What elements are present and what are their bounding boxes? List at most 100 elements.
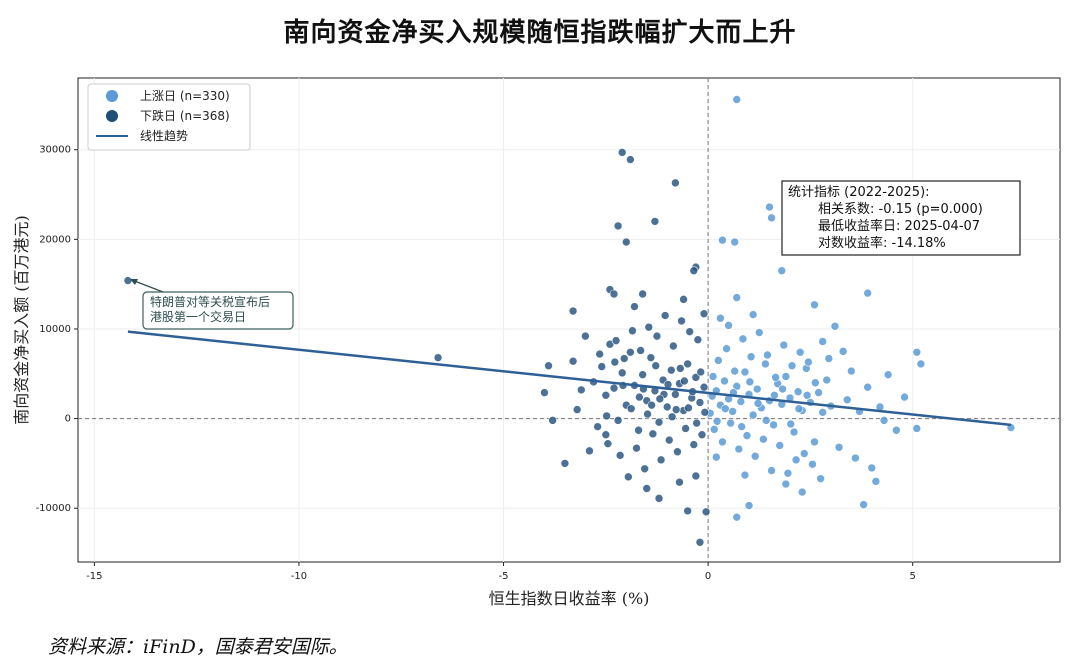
trend-line [127, 330, 1012, 427]
up-day-point [720, 376, 729, 386]
down-day-point [548, 416, 557, 425]
up-day-point [740, 470, 750, 480]
up-day-point [738, 334, 748, 344]
annotation-arrow [131, 279, 164, 293]
up-day-point [810, 437, 819, 447]
x-tick-label: 0 [705, 571, 711, 582]
stats-text: 最低收益率日: 2025-04-07 [818, 218, 980, 234]
down-day-point [621, 237, 631, 247]
down-day-point [651, 361, 661, 371]
up-day-point [746, 352, 756, 362]
down-day-point [593, 422, 602, 431]
up-day-point [794, 404, 804, 414]
down-day-point [615, 451, 625, 460]
down-day-point [617, 148, 627, 157]
up-day-point [830, 321, 840, 331]
down-day-point [684, 403, 693, 413]
down-day-point [699, 309, 709, 319]
up-day-point [769, 420, 778, 430]
down-day-point [568, 306, 578, 316]
up-day-point [781, 479, 791, 489]
down-day-point [680, 376, 689, 386]
up-day-point [799, 449, 809, 458]
up-day-point [754, 328, 764, 337]
up-day-point [770, 390, 779, 400]
down-day-point [647, 400, 656, 410]
source-note: 资料来源：iFinD，国泰君安国际。 [48, 636, 348, 658]
down-day-point [699, 382, 709, 392]
down-day-point [648, 429, 658, 439]
up-day-point [804, 357, 813, 367]
down-day-point [602, 411, 611, 421]
up-day-point [734, 444, 744, 454]
down-day-point [669, 341, 678, 351]
up-day-point [842, 395, 852, 405]
down-day-point [597, 362, 607, 371]
x-tick-label: -10 [291, 571, 307, 582]
up-day-point [863, 288, 872, 298]
down-day-point [610, 357, 620, 367]
down-day-point [660, 311, 670, 320]
down-day-point [675, 477, 684, 487]
up-day-point [778, 384, 787, 394]
down-day-point [609, 289, 619, 299]
up-day-point [787, 361, 797, 371]
up-day-point [779, 340, 789, 350]
up-day-point [759, 434, 768, 444]
up-day-point [816, 474, 825, 483]
down-day-point [671, 390, 680, 399]
up-day-point [791, 455, 801, 465]
down-day-point [646, 353, 656, 362]
down-day-point [601, 390, 611, 400]
up-day-point [721, 404, 730, 414]
up-day-point [795, 347, 805, 357]
legend-label-trend: 线性趋势 [140, 129, 188, 143]
down-day-point [634, 425, 643, 435]
down-day-point [693, 335, 703, 345]
down-day-point [675, 364, 685, 373]
up-day-point [789, 427, 799, 437]
down-day-point [692, 418, 701, 428]
legend-label-up: 上涨日 (n=330) [140, 88, 230, 103]
down-day-point [619, 354, 629, 363]
annotation-text: 港股第一个交易日 [150, 309, 246, 324]
legend-marker-up [106, 90, 118, 102]
down-day-point [643, 409, 652, 419]
down-day-point [654, 494, 664, 503]
up-day-point [912, 424, 922, 433]
down-day-point [568, 356, 578, 366]
up-day-point [818, 408, 827, 417]
down-day-point [671, 178, 680, 188]
up-day-point [718, 437, 727, 447]
up-day-point [708, 372, 718, 381]
up-day-point [730, 366, 740, 376]
up-day-point [777, 266, 787, 276]
down-day-point [433, 353, 443, 362]
up-day-point [742, 431, 752, 440]
legend-label-down: 下跌日 (n=368) [140, 108, 230, 123]
up-day-point [793, 387, 803, 397]
down-day-point [611, 336, 621, 345]
up-day-point [834, 442, 844, 452]
up-day-point [786, 419, 796, 429]
up-day-point [763, 350, 772, 360]
down-day-point [695, 537, 705, 547]
down-day-point [626, 155, 635, 164]
down-day-point [626, 347, 635, 357]
down-day-point [635, 392, 644, 402]
chart-title: 南向资金净买入规模随恒指跌幅扩大而上升 [283, 18, 797, 48]
down-day-point [613, 416, 623, 425]
down-day-point [696, 367, 706, 377]
down-day-point [664, 435, 674, 445]
up-day-point [824, 354, 834, 363]
up-day-point [916, 359, 926, 369]
down-day-point [662, 402, 672, 412]
down-day-point [636, 346, 645, 355]
x-tick-label: 5 [910, 571, 916, 582]
up-day-point [736, 397, 746, 406]
y-axis-label: 南向资金净买入额 (百万港元) [12, 215, 31, 425]
down-day-point [667, 412, 677, 422]
down-day-point [585, 446, 594, 456]
arrow-head-icon [130, 279, 138, 285]
up-day-point [912, 347, 922, 357]
